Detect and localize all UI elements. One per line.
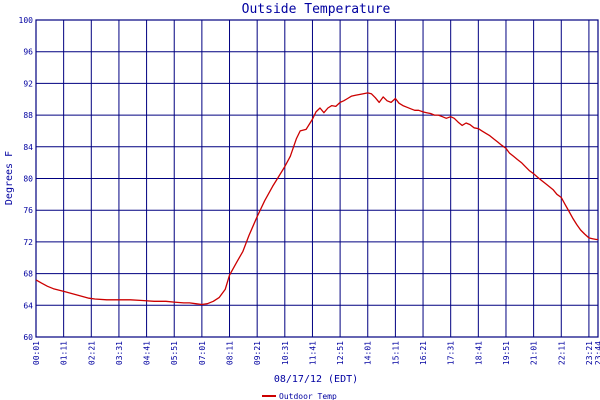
- y-tick-label: 88: [23, 111, 33, 120]
- x-tick-label: 07:01: [198, 341, 207, 365]
- x-tick-label: 23:44: [594, 341, 600, 365]
- x-tick-label: 09:21: [253, 341, 262, 365]
- x-tick-label: 12:51: [336, 341, 345, 365]
- y-tick-label: 68: [23, 270, 33, 279]
- y-axis-label: Degrees F: [4, 151, 15, 205]
- y-tick-label: 60: [23, 333, 33, 342]
- y-tick-label: 76: [23, 206, 33, 215]
- chart-title: Outside Temperature: [242, 2, 391, 17]
- x-tick-label: 23:21: [585, 341, 594, 365]
- y-tick-label: 84: [23, 143, 33, 152]
- legend: Outdoor Temp: [262, 392, 337, 400]
- y-axis-ticks: 60 64 68 72 76 80 84 88 92 96 100: [19, 16, 34, 342]
- x-tick-label: 19:51: [502, 341, 511, 365]
- x-tick-label: 01:11: [60, 341, 69, 365]
- x-tick-label: 08:11: [226, 341, 235, 365]
- y-tick-label: 92: [23, 79, 33, 88]
- x-tick-label: 15:11: [391, 341, 400, 365]
- x-tick-label: 04:41: [143, 341, 152, 365]
- series-line: [35, 92, 598, 306]
- x-tick-label: 14:01: [364, 341, 373, 365]
- x-tick-label: 00:01: [32, 341, 41, 365]
- legend-label: Outdoor Temp: [279, 392, 337, 400]
- x-tick-label: 11:41: [308, 341, 317, 365]
- x-tick-label: 16:21: [419, 341, 428, 365]
- y-tick-label: 80: [23, 175, 33, 184]
- x-tick-label: 18:41: [474, 341, 483, 365]
- chart-grid: [35, 19, 599, 338]
- x-tick-label: 17:31: [447, 341, 456, 365]
- x-tick-label: 21:01: [530, 341, 539, 365]
- y-tick-label: 96: [23, 48, 33, 57]
- x-tick-label: 02:21: [87, 341, 96, 365]
- x-axis-label: 08/17/12 (EDT): [274, 374, 358, 385]
- y-tick-label: 64: [23, 301, 33, 310]
- x-axis-ticks: 00:01 01:11 02:21 03:31 04:41 05:51 07:01 08:11…: [32, 341, 600, 365]
- x-tick-label: 05:51: [170, 341, 179, 365]
- series-group: [35, 92, 598, 306]
- x-tick-label: 22:11: [557, 341, 566, 365]
- x-tick-label: 10:31: [281, 341, 290, 365]
- y-tick-label: 100: [19, 16, 34, 25]
- y-tick-label: 72: [23, 238, 33, 247]
- x-tick-label: 03:31: [115, 341, 124, 365]
